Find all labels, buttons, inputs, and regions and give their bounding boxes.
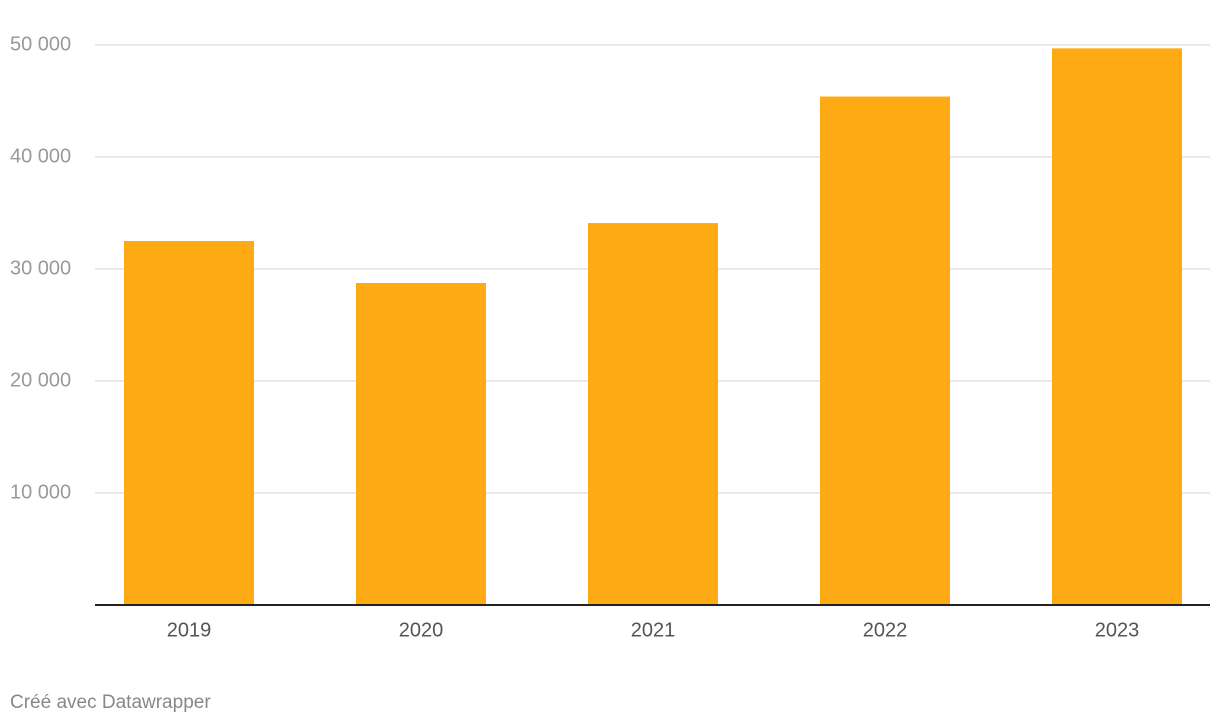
bar: [356, 283, 486, 605]
x-tick-label: 2019: [167, 619, 212, 641]
y-tick-label: 50 000: [10, 33, 71, 55]
bar: [820, 96, 950, 606]
y-tick-label: 10 000: [10, 481, 71, 503]
y-tick-label: 40 000: [10, 145, 71, 167]
x-tick-label: 2021: [631, 619, 676, 641]
x-tick-label: 2020: [399, 619, 444, 641]
bar: [124, 241, 254, 605]
y-tick-label: 30 000: [10, 257, 71, 279]
bar: [588, 223, 718, 605]
x-tick-label: 2022: [863, 619, 908, 641]
bar: [1052, 48, 1182, 606]
x-tick-label: 2023: [1095, 619, 1140, 641]
y-tick-label: 20 000: [10, 369, 71, 391]
credit: Créé avec Datawrapper: [10, 692, 211, 713]
